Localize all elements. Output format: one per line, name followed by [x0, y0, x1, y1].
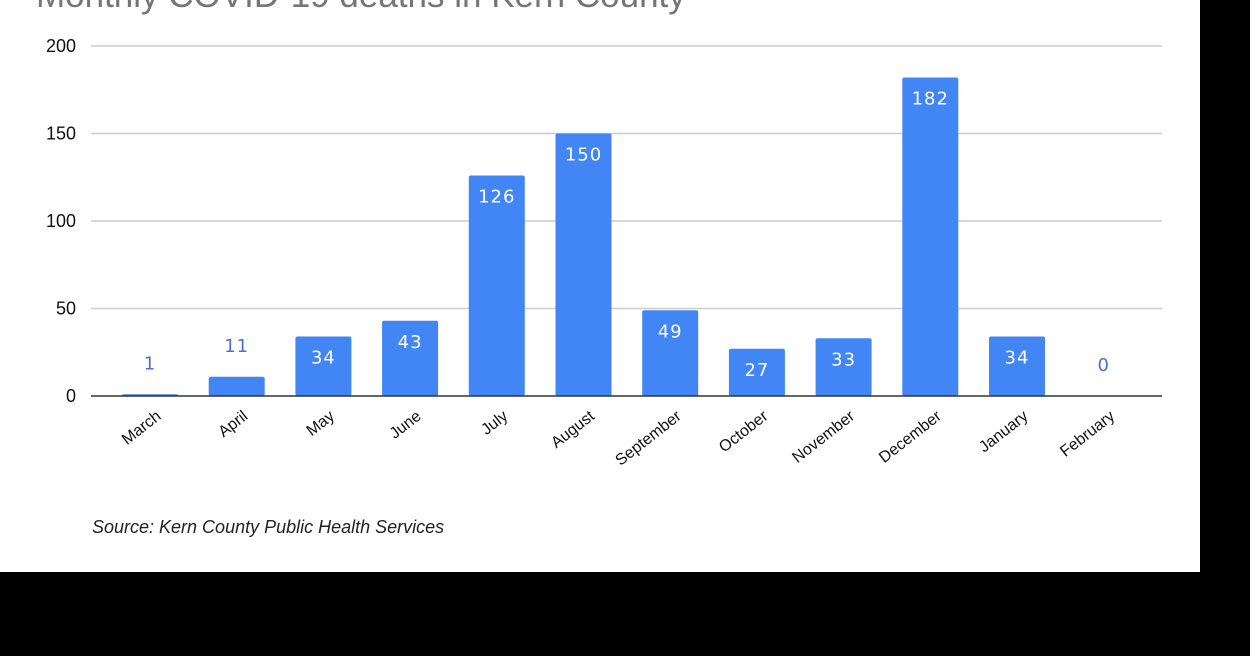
bar: [902, 77, 959, 396]
data-label: 33: [831, 349, 856, 370]
chart-title: Monthly COVID-19 deaths in Kern County: [36, 0, 686, 16]
data-label: 0: [1097, 355, 1109, 376]
x-tick-label: November: [789, 407, 858, 466]
bar: [555, 133, 612, 396]
x-tick-label: December: [876, 407, 945, 466]
y-tick-label: 50: [56, 299, 76, 319]
bar: [815, 338, 872, 396]
data-label: 182: [912, 89, 949, 110]
data-label: 126: [478, 187, 515, 208]
bar: [728, 348, 785, 396]
data-label: 49: [658, 321, 683, 342]
x-tick-label: August: [548, 407, 598, 451]
source-note: Source: Kern County Public Health Servic…: [92, 517, 445, 537]
y-tick-label: 200: [46, 36, 76, 56]
data-label: 27: [744, 360, 769, 381]
x-tick-label: February: [1057, 408, 1118, 461]
x-tick-label: October: [716, 407, 772, 456]
data-label: 34: [311, 348, 336, 369]
bar-chart: 0 50 100 150 200 1 March 11 April 34 May 43 June 126 J…: [46, 36, 1162, 469]
data-label: 1: [144, 353, 156, 374]
data-label: 34: [1005, 348, 1030, 369]
x-tick-label: March: [119, 408, 164, 449]
bar: [468, 175, 525, 396]
data-label: 150: [565, 145, 602, 166]
x-tick-label: January: [976, 408, 1031, 456]
x-tick-label: July: [478, 408, 511, 439]
bar: [295, 336, 352, 396]
bar: [382, 320, 439, 396]
data-label: 43: [398, 332, 423, 353]
bar: [989, 336, 1045, 396]
bar: [642, 310, 699, 396]
x-tick-label: June: [387, 408, 425, 443]
x-tick-label: April: [215, 408, 251, 441]
data-label: 11: [224, 336, 249, 357]
x-tick-label: September: [613, 407, 686, 469]
x-tick-label: May: [304, 408, 338, 440]
bar: [208, 376, 265, 396]
chart-panel: Monthly COVID-19 deaths in Kern County 0…: [0, 0, 1200, 572]
y-tick-label: 0: [66, 386, 76, 406]
y-tick-label: 150: [46, 124, 76, 144]
y-tick-label: 100: [46, 211, 76, 231]
